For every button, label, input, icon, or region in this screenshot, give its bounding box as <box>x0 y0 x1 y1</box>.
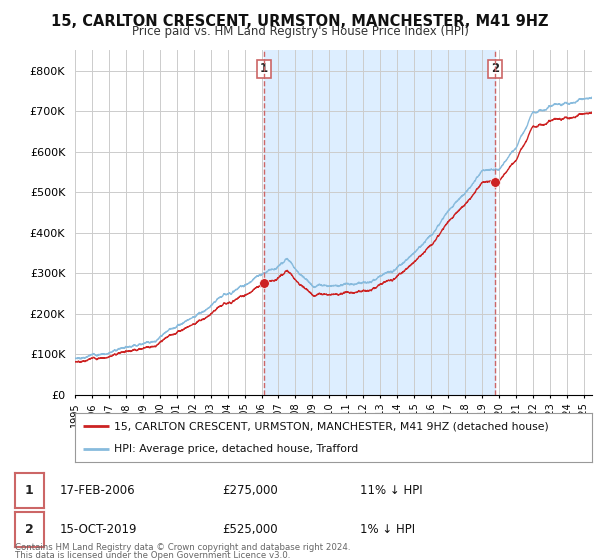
Text: 2: 2 <box>491 63 499 76</box>
Text: 1: 1 <box>260 63 268 76</box>
Text: 1% ↓ HPI: 1% ↓ HPI <box>360 523 415 536</box>
Text: This data is licensed under the Open Government Licence v3.0.: This data is licensed under the Open Gov… <box>15 551 290 560</box>
Text: 17-FEB-2006: 17-FEB-2006 <box>60 484 136 497</box>
Text: 11% ↓ HPI: 11% ↓ HPI <box>360 484 422 497</box>
Text: 15, CARLTON CRESCENT, URMSTON, MANCHESTER, M41 9HZ: 15, CARLTON CRESCENT, URMSTON, MANCHESTE… <box>51 14 549 29</box>
Text: 15-OCT-2019: 15-OCT-2019 <box>60 523 137 536</box>
Text: 1: 1 <box>25 484 34 497</box>
Text: £275,000: £275,000 <box>222 484 278 497</box>
Text: 2: 2 <box>25 523 34 536</box>
Text: Price paid vs. HM Land Registry's House Price Index (HPI): Price paid vs. HM Land Registry's House … <box>131 25 469 38</box>
Text: Contains HM Land Registry data © Crown copyright and database right 2024.: Contains HM Land Registry data © Crown c… <box>15 543 350 552</box>
Text: £525,000: £525,000 <box>222 523 278 536</box>
Bar <box>263 50 496 395</box>
Text: 15, CARLTON CRESCENT, URMSTON, MANCHESTER, M41 9HZ (detached house): 15, CARLTON CRESCENT, URMSTON, MANCHESTE… <box>114 421 548 431</box>
Text: HPI: Average price, detached house, Trafford: HPI: Average price, detached house, Traf… <box>114 444 358 454</box>
